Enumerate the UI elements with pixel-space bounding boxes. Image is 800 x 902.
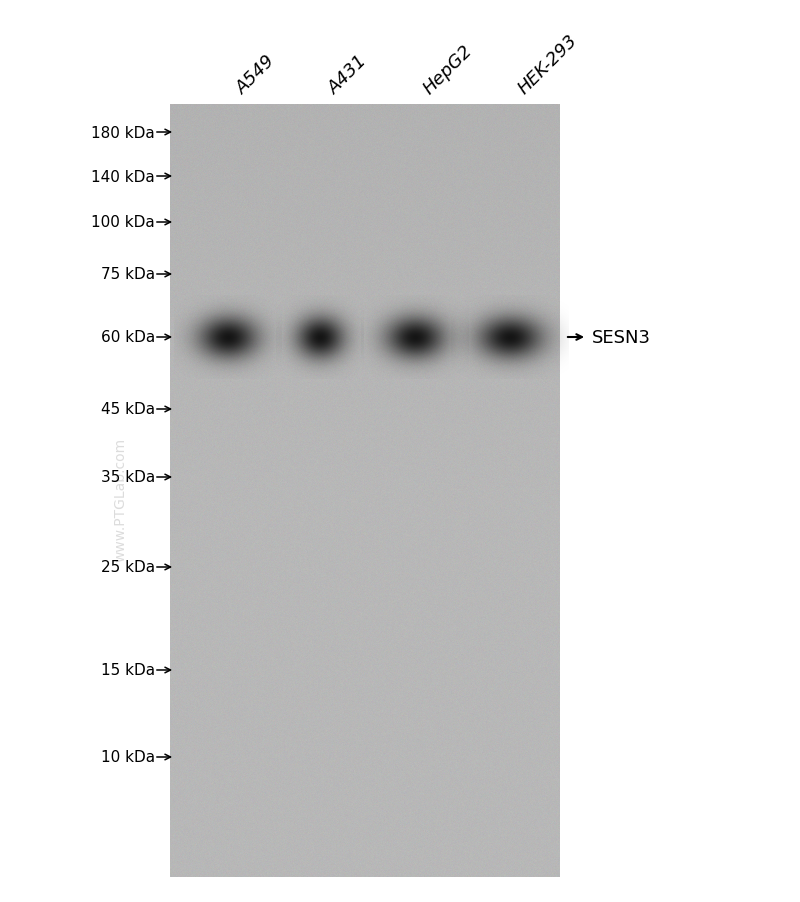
Text: 180 kDa: 180 kDa — [91, 125, 155, 141]
Text: SESN3: SESN3 — [592, 328, 651, 346]
Text: A549: A549 — [233, 52, 279, 98]
Text: A431: A431 — [325, 52, 371, 98]
Text: 75 kDa: 75 kDa — [101, 267, 155, 282]
Text: www.PTGLab.com: www.PTGLab.com — [113, 437, 127, 561]
Text: 25 kDa: 25 kDa — [101, 560, 155, 575]
Text: 35 kDa: 35 kDa — [101, 470, 155, 485]
Text: HepG2: HepG2 — [420, 41, 476, 98]
Text: 100 kDa: 100 kDa — [91, 216, 155, 230]
Text: 15 kDa: 15 kDa — [101, 663, 155, 677]
Text: HEK-293: HEK-293 — [515, 32, 582, 98]
Text: 60 kDa: 60 kDa — [101, 330, 155, 345]
Text: 140 kDa: 140 kDa — [91, 170, 155, 184]
Text: 45 kDa: 45 kDa — [101, 402, 155, 417]
Text: 10 kDa: 10 kDa — [101, 750, 155, 765]
